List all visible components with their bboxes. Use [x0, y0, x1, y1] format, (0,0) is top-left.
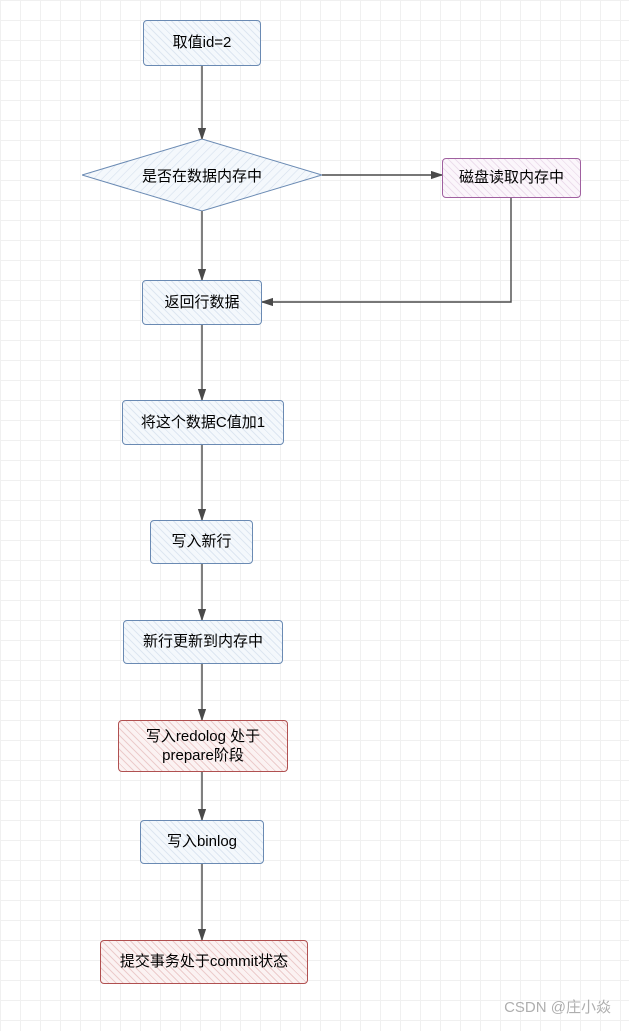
node-label: 返回行数据 — [164, 293, 239, 313]
node-return-row: 返回行数据 — [142, 280, 262, 325]
node-label: 写入redolog 处于prepare阶段 — [123, 727, 283, 766]
node-commit: 提交事务处于commit状态 — [100, 940, 308, 984]
node-write-binlog: 写入binlog — [140, 820, 264, 864]
node-write-new-row: 写入新行 — [150, 520, 253, 564]
node-start: 取值id=2 — [143, 20, 261, 66]
node-label: 将这个数据C值加1 — [141, 413, 265, 433]
node-label: 提交事务处于commit状态 — [120, 952, 288, 972]
node-label: 新行更新到内存中 — [143, 632, 263, 652]
node-redolog-prepare: 写入redolog 处于prepare阶段 — [118, 720, 288, 772]
node-label: 取值id=2 — [173, 33, 232, 53]
node-label: 磁盘读取内存中 — [459, 168, 564, 188]
node-update-memory: 新行更新到内存中 — [123, 620, 283, 664]
edge — [262, 198, 511, 302]
node-inc-c: 将这个数据C值加1 — [122, 400, 284, 445]
watermark: CSDN @庄小焱 — [504, 996, 611, 1017]
node-label: 是否在数据内存中 — [82, 139, 322, 211]
node-disk-read: 磁盘读取内存中 — [442, 158, 581, 198]
node-label: 写入binlog — [167, 832, 237, 852]
node-label: 写入新行 — [171, 532, 231, 552]
node-decision-memory: 是否在数据内存中 — [82, 139, 322, 211]
